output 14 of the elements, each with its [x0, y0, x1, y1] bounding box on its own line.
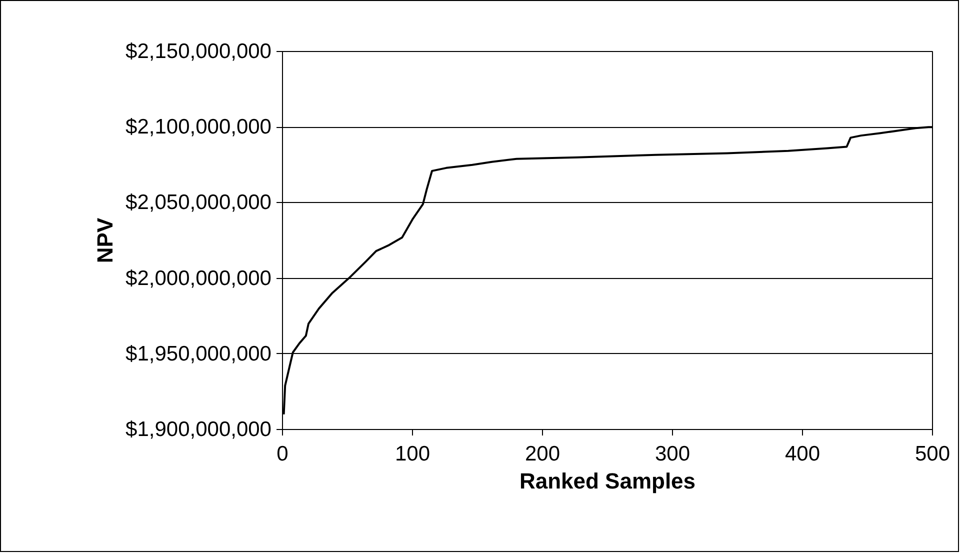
- y-tick-label: $2,150,000,000: [126, 40, 272, 63]
- y-axis-title: NPV: [92, 218, 118, 264]
- x-tick-label: 200: [524, 442, 560, 466]
- y-tick-label: $2,100,000,000: [126, 116, 272, 139]
- y-tick-label: $2,050,000,000: [126, 191, 272, 214]
- x-tick-label: 400: [784, 442, 820, 466]
- x-tick-label: 300: [654, 442, 690, 466]
- x-tick-label: 500: [914, 442, 950, 466]
- y-tick-label: $1,900,000,000: [126, 418, 272, 441]
- x-tick-label: 0: [276, 442, 288, 466]
- x-axis-title: Ranked Samples: [519, 468, 696, 494]
- y-tick-label: $1,950,000,000: [126, 342, 272, 366]
- x-tick-label: 100: [394, 442, 430, 466]
- y-tick-label: $2,000,000,000: [126, 266, 272, 290]
